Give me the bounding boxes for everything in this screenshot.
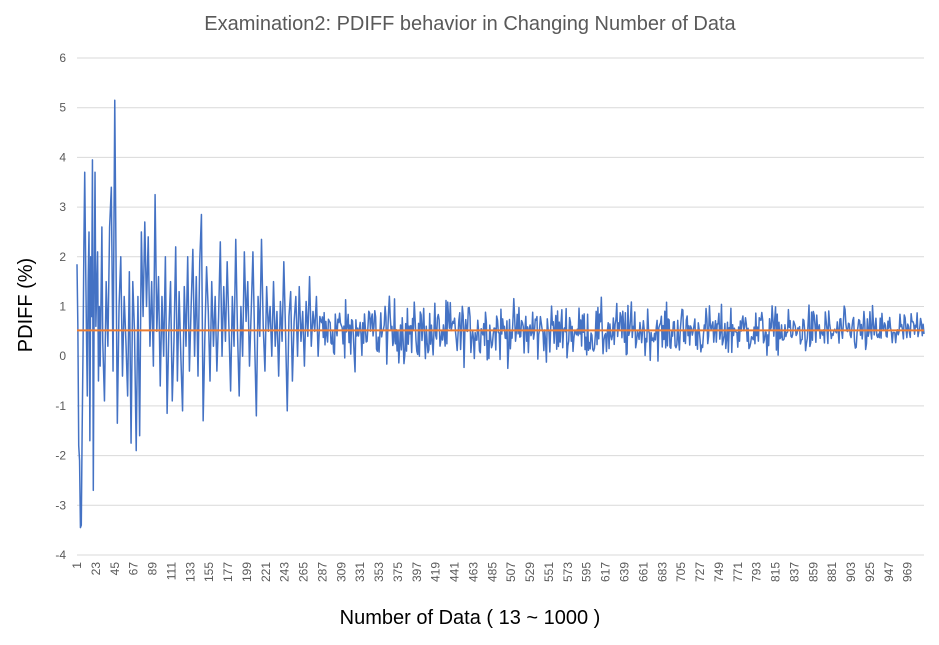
x-tick-label: 617 xyxy=(599,562,613,582)
x-tick-label: 507 xyxy=(504,562,518,582)
x-tick-label: 749 xyxy=(712,562,726,582)
x-tick-label: 243 xyxy=(278,562,292,582)
x-tick-label: 815 xyxy=(769,562,783,582)
x-tick-label: 67 xyxy=(127,562,141,576)
y-tick-labels: -4 -3 -2 -1 0 1 2 3 4 5 6 xyxy=(55,51,66,562)
x-tick-label: 705 xyxy=(674,562,688,582)
x-tick-label: 353 xyxy=(372,562,386,582)
x-tick-label: 463 xyxy=(466,562,480,582)
y-tick-label: -3 xyxy=(55,498,66,512)
y-tick-label: -2 xyxy=(55,449,66,463)
y-tick-label: 4 xyxy=(59,150,66,164)
y-tick-label: 5 xyxy=(59,101,66,115)
y-tick-label: 0 xyxy=(59,349,66,363)
x-tick-label: 925 xyxy=(863,562,877,582)
x-axis-title: Number of Data ( 13 ~ 1000 ) xyxy=(340,607,601,629)
x-tick-label: 309 xyxy=(334,562,348,582)
x-tick-label: 1 xyxy=(70,562,84,569)
x-tick-label: 45 xyxy=(108,562,122,576)
y-axis-title: PDIFF (%) xyxy=(15,258,37,352)
gridlines xyxy=(77,57,924,556)
x-tick-label: 551 xyxy=(542,562,556,582)
x-tick-label: 155 xyxy=(202,562,216,582)
x-tick-label: 639 xyxy=(618,562,632,582)
y-tick-label: -1 xyxy=(55,399,66,413)
pdiff-series-line xyxy=(76,99,925,529)
x-tick-label: 771 xyxy=(731,562,745,582)
x-tick-label: 287 xyxy=(315,562,329,582)
x-tick-label: 595 xyxy=(580,562,594,582)
x-tick-label: 859 xyxy=(806,562,820,582)
x-tick-label: 661 xyxy=(636,562,650,582)
x-tick-label: 793 xyxy=(750,562,764,582)
y-tick-label: 2 xyxy=(59,250,66,264)
x-tick-label: 573 xyxy=(561,562,575,582)
x-tick-label: 419 xyxy=(429,562,443,582)
x-tick-label: 397 xyxy=(410,562,424,582)
y-tick-label: 6 xyxy=(59,51,66,65)
x-tick-label: 485 xyxy=(485,562,499,582)
x-tick-label: 265 xyxy=(297,562,311,582)
x-tick-label: 903 xyxy=(844,562,858,582)
x-tick-label: 221 xyxy=(259,562,273,582)
x-tick-label: 133 xyxy=(183,562,197,582)
x-tick-label: 199 xyxy=(240,562,254,582)
x-tick-label: 111 xyxy=(164,562,178,581)
x-tick-label: 89 xyxy=(146,562,160,576)
x-tick-label: 23 xyxy=(89,562,103,576)
x-tick-label: 331 xyxy=(353,562,367,582)
x-tick-label: 727 xyxy=(693,562,707,582)
x-tick-labels: 1 23 45 67 89 111 133 155 177 199 221 243 265 287 309 3… xyxy=(70,562,915,582)
y-tick-label: 3 xyxy=(59,200,66,214)
x-tick-label: 969 xyxy=(901,562,915,582)
x-tick-label: 441 xyxy=(448,562,462,582)
x-tick-label: 177 xyxy=(221,562,235,582)
x-tick-label: 683 xyxy=(655,562,669,582)
x-tick-label: 529 xyxy=(523,562,537,582)
x-tick-label: 947 xyxy=(882,562,896,582)
x-tick-label: 375 xyxy=(391,562,405,582)
x-tick-label: 837 xyxy=(787,562,801,582)
y-tick-label: 1 xyxy=(59,300,66,314)
chart-title: Examination2: PDIFF behavior in Changing… xyxy=(204,13,736,35)
x-tick-label: 881 xyxy=(825,562,839,582)
y-tick-label: -4 xyxy=(55,548,66,562)
